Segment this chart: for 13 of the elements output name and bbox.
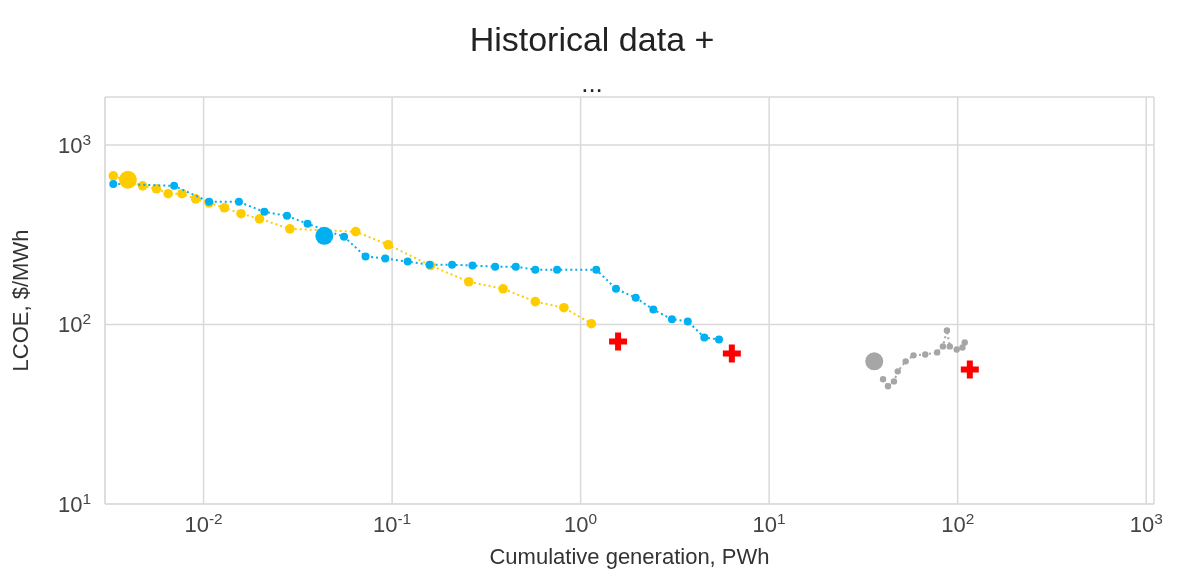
x-tick-label: 10$^{1}$ [752,509,786,537]
chart-title: Historical data + [468,20,716,59]
x-tick-label: 10$^{-2}$ [184,509,223,537]
y-tick-label: 10$^{1}$ [57,489,91,517]
x-tick-label: 10$^{3}$ [1129,509,1163,537]
chart-subtitle: ... [580,68,604,99]
y-tick-label: 10$^{2}$ [57,309,91,338]
y-tick-label: 10$^{3}$ [57,130,91,158]
x-axis-title: Cumulative generation, PWh [489,544,770,569]
x-tick-label: 10$^{-1}$ [373,509,412,537]
x-tick-label: 10$^{0}$ [564,509,598,537]
x-tick-label: 10$^{2}$ [941,509,975,537]
y-axis-title: LCOE, $/MWh [7,229,33,372]
